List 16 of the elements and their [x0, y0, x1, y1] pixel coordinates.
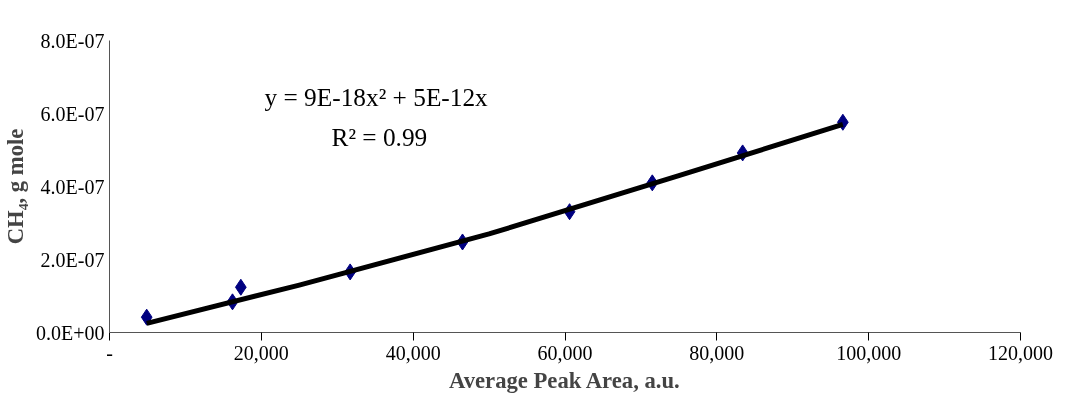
x-tick-label: 20,000 — [233, 341, 289, 364]
annotation: y = 9E-18x² + 5E-12x — [264, 82, 489, 111]
y-tick-label: 2.0E-07 — [40, 248, 105, 271]
annotation: R² = 0.99 — [331, 122, 428, 151]
x-tick-label: 60,000 — [537, 341, 593, 364]
x-tick-label: 100,000 — [836, 341, 902, 364]
y-tick-label: 0.0E+00 — [36, 321, 105, 344]
y-tick-label: 8.0E-07 — [40, 29, 105, 52]
x-tick-label: - — [106, 341, 113, 364]
x-axis-title: Average Peak Area, a.u. — [449, 367, 680, 393]
x-tick-label: 120,000 — [988, 341, 1053, 364]
y-tick-label: 6.0E-07 — [40, 102, 105, 125]
y-tick-label: 4.0E-07 — [40, 175, 105, 198]
y-axis-title: CH₄, g mole — [3, 128, 28, 245]
x-tick-label: 40,000 — [385, 341, 441, 364]
x-tick-label: 80,000 — [689, 341, 745, 364]
